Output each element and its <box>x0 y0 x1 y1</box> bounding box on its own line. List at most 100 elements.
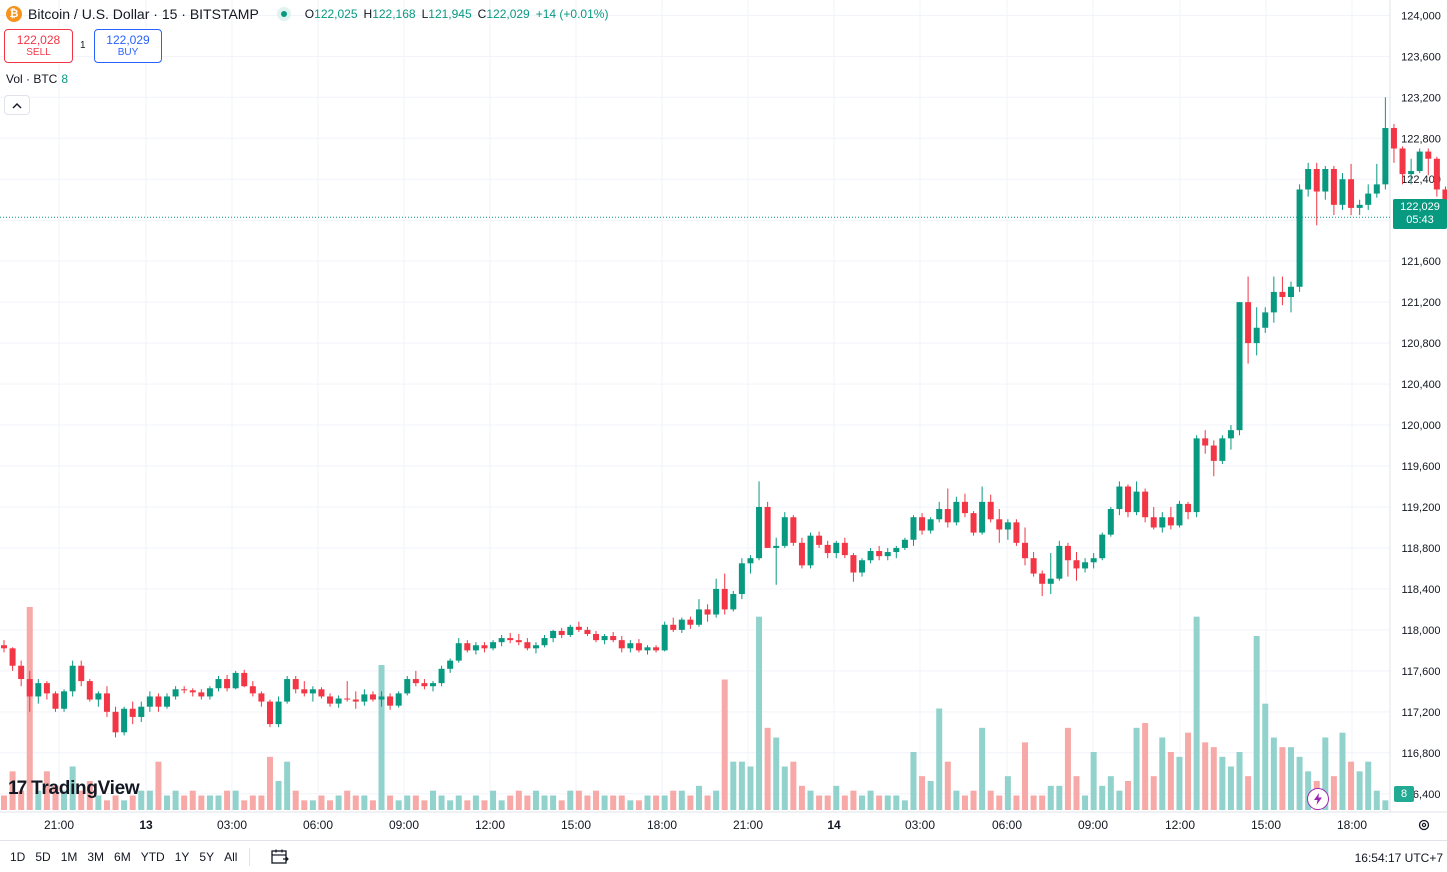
candle-body <box>1322 168 1329 192</box>
candle-body <box>301 689 308 694</box>
range-all-button[interactable]: All <box>224 849 238 864</box>
candle-body <box>515 640 522 643</box>
range-1m-button[interactable]: 1M <box>60 849 78 864</box>
volume-bar <box>1305 771 1312 810</box>
volume-bar <box>103 800 110 810</box>
volume-bar <box>618 795 625 810</box>
range-3m-button[interactable]: 3M <box>87 849 105 864</box>
lightning-bolt-icon[interactable] <box>1307 788 1329 810</box>
candle-body <box>404 679 411 694</box>
market-open-icon[interactable] <box>276 7 291 21</box>
volume-bar <box>464 800 471 810</box>
symbol-title[interactable]: Bitcoin / U.S. Dollar · 15 · BITSTAMP <box>28 6 259 22</box>
volume-bar <box>1339 732 1346 810</box>
volume-bar <box>421 800 428 810</box>
utc-clock[interactable]: 16:54:17 UTC+7 <box>1354 851 1443 865</box>
candle-body <box>738 563 745 595</box>
x-tick-label: 18:00 <box>1337 818 1367 832</box>
range-5y-button[interactable]: 5Y <box>199 849 215 864</box>
calendar-icon[interactable] <box>270 848 290 866</box>
volume-bar <box>1039 795 1046 810</box>
x-tick-label: 18:00 <box>647 818 677 832</box>
range-6m-button[interactable]: 6M <box>114 849 131 864</box>
candle-body <box>953 501 960 523</box>
volume-bar <box>1236 752 1243 810</box>
candle-body <box>1382 128 1389 185</box>
volume-bar <box>69 766 76 810</box>
candle-body <box>927 519 934 531</box>
volume-bar <box>138 790 145 810</box>
volume-bar <box>944 761 951 810</box>
volume-bar <box>850 790 857 810</box>
buy-button[interactable]: 122,029 BUY <box>94 29 162 63</box>
candle-body <box>850 555 857 573</box>
volume-bar <box>189 790 196 810</box>
tradingview-logo[interactable]: 17 TradingView <box>8 778 140 800</box>
volume-bar <box>970 790 977 810</box>
volume-bar <box>35 790 42 810</box>
candle-body <box>447 660 454 669</box>
volume-bar <box>756 616 763 810</box>
candle-body <box>524 642 531 649</box>
volume-legend[interactable]: Vol · BTC 8 <box>6 72 68 86</box>
range-5d-button[interactable]: 5D <box>35 849 51 864</box>
range-ytd-button[interactable]: YTD <box>140 849 165 864</box>
candle-body <box>1330 168 1337 205</box>
candle-body <box>241 672 248 687</box>
candle-body <box>575 626 582 630</box>
volume-bar <box>498 800 505 810</box>
candle-body <box>1245 302 1252 344</box>
volume-bar <box>1142 723 1149 810</box>
candle-body <box>1167 517 1174 526</box>
candle-body <box>198 692 205 697</box>
candle-body <box>1142 491 1149 518</box>
candle-body <box>936 509 943 520</box>
range-1y-button[interactable]: 1Y <box>174 849 190 864</box>
volume-bar <box>721 679 728 810</box>
chevron-up-icon[interactable] <box>4 95 30 115</box>
volume-bar <box>155 761 162 810</box>
volume-bar <box>695 785 702 810</box>
candle-body <box>1185 503 1192 513</box>
gear-icon[interactable] <box>1415 816 1433 834</box>
volume-bar <box>1022 742 1029 810</box>
volume-bar <box>369 800 376 810</box>
y-tick-label: 119,600 <box>1402 461 1441 473</box>
volume-bar <box>455 795 462 810</box>
volume-bar <box>841 795 848 810</box>
bar-countdown: 05:43 <box>1406 214 1434 226</box>
candle-body <box>601 636 608 641</box>
candle-body <box>69 665 76 692</box>
volume-bar <box>979 727 986 810</box>
volume-bar <box>361 795 368 810</box>
candle-body <box>292 679 299 690</box>
candle-body <box>1210 445 1217 461</box>
ohlc-change: +14 (+0.01%) <box>535 7 609 21</box>
volume-bar <box>1150 776 1157 810</box>
candle-body <box>1279 291 1286 298</box>
x-tick-label: 09:00 <box>1078 818 1108 832</box>
volume-bar <box>258 795 265 810</box>
volume-bar <box>1245 776 1252 810</box>
sell-label: SELL <box>26 47 51 58</box>
candle-body <box>567 626 574 636</box>
range-1d-button[interactable]: 1D <box>10 849 26 864</box>
volume-bar <box>884 795 891 810</box>
candle-body <box>1107 509 1114 535</box>
volume-bar <box>181 795 188 810</box>
candle-body <box>275 701 282 725</box>
y-tick-label: 122,800 <box>1401 133 1441 145</box>
candle-body <box>747 558 754 564</box>
volume-bar <box>1124 781 1131 810</box>
candle-body <box>841 542 848 556</box>
candle-body <box>138 706 145 717</box>
x-tick-label: 13 <box>139 818 153 832</box>
volume-bar <box>172 790 179 810</box>
sell-button[interactable]: 122,028 SELL <box>4 29 73 63</box>
candle-body <box>687 619 694 625</box>
candle-body <box>876 551 883 557</box>
candle-body <box>919 517 926 531</box>
volume-bar <box>1073 776 1080 810</box>
candle-body <box>112 711 119 733</box>
